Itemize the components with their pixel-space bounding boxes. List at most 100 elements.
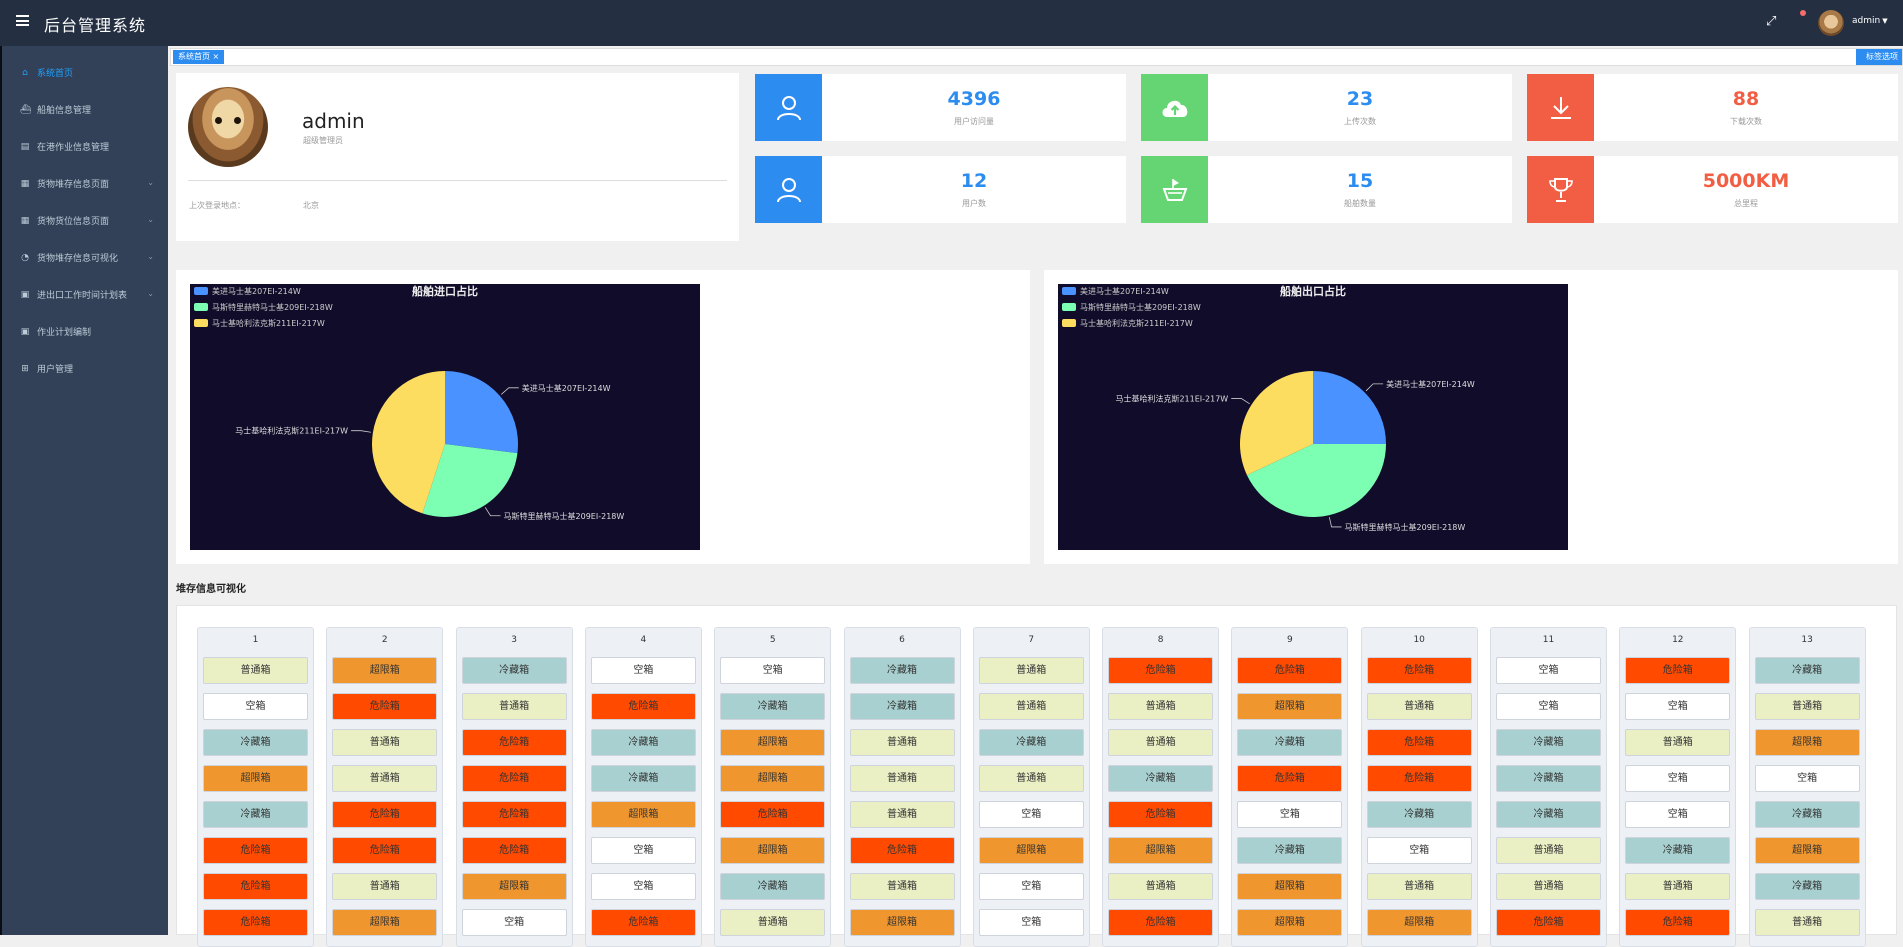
container-box[interactable]: 危险箱	[332, 693, 438, 720]
container-box[interactable]: 普通箱	[849, 801, 955, 828]
container-box[interactable]: 普通箱	[1496, 873, 1601, 900]
container-box[interactable]: 空箱	[1496, 693, 1601, 720]
user-dropdown[interactable]: admin ▼	[1852, 16, 1888, 26]
container-box[interactable]: 危险箱	[203, 909, 308, 936]
sidebar-item-users[interactable]: ⊞ 用户管理	[21, 363, 74, 376]
sidebar-item-cargo-storage[interactable]: ▦ 货物堆存信息页面 ⌄	[20, 178, 154, 190]
container-box[interactable]: 普通箱	[849, 729, 955, 756]
container-box[interactable]: 超限箱	[720, 765, 826, 792]
container-box[interactable]: 超限箱	[978, 837, 1084, 864]
menu-toggle-icon[interactable]	[16, 15, 29, 26]
container-box[interactable]: 危险箱	[1625, 909, 1731, 936]
container-box[interactable]: 冷藏箱	[1754, 873, 1860, 900]
container-box[interactable]: 超限箱	[461, 873, 567, 900]
container-box[interactable]: 超限箱	[332, 909, 438, 936]
container-box[interactable]: 普通箱	[332, 765, 438, 792]
container-box[interactable]: 空箱	[978, 801, 1084, 828]
container-box[interactable]: 危险箱	[332, 837, 438, 864]
container-box[interactable]: 普通箱	[203, 657, 308, 684]
container-box[interactable]: 危险箱	[1237, 657, 1343, 684]
tab-home[interactable]: 系统首页 ×	[173, 50, 225, 64]
container-box[interactable]: 普通箱	[461, 693, 567, 720]
container-box[interactable]: 冷藏箱	[978, 729, 1084, 756]
container-box[interactable]: 冷藏箱	[849, 657, 955, 684]
container-box[interactable]: 危险箱	[590, 693, 696, 720]
container-box[interactable]: 危险箱	[849, 837, 955, 864]
container-box[interactable]: 普通箱	[978, 693, 1084, 720]
container-box[interactable]: 空箱	[1366, 837, 1472, 864]
container-box[interactable]: 冷藏箱	[590, 729, 696, 756]
container-box[interactable]: 冷藏箱	[1754, 801, 1860, 828]
container-box[interactable]: 冷藏箱	[849, 693, 955, 720]
container-box[interactable]: 冷藏箱	[203, 729, 308, 756]
container-box[interactable]: 危险箱	[332, 801, 438, 828]
container-box[interactable]: 超限箱	[203, 765, 308, 792]
container-box[interactable]: 空箱	[1496, 657, 1601, 684]
container-box[interactable]: 超限箱	[332, 657, 438, 684]
container-box[interactable]: 危险箱	[461, 765, 567, 792]
sidebar-item-port-ops[interactable]: ▤ 在港作业信息管理	[20, 141, 110, 154]
container-box[interactable]: 危险箱	[1237, 765, 1343, 792]
container-box[interactable]: 普通箱	[1754, 693, 1860, 720]
container-box[interactable]: 普通箱	[978, 657, 1084, 684]
container-box[interactable]: 冷藏箱	[1108, 765, 1214, 792]
container-box[interactable]: 空箱	[590, 873, 696, 900]
container-box[interactable]: 超限箱	[1237, 693, 1343, 720]
container-box[interactable]: 危险箱	[1366, 765, 1472, 792]
container-box[interactable]: 危险箱	[1625, 657, 1731, 684]
container-box[interactable]: 超限箱	[1108, 837, 1214, 864]
container-box[interactable]: 超限箱	[720, 837, 826, 864]
container-box[interactable]: 普通箱	[849, 873, 955, 900]
fullscreen-icon[interactable]: ⤢	[1766, 14, 1777, 29]
container-box[interactable]: 冷藏箱	[590, 765, 696, 792]
container-box[interactable]: 超限箱	[1754, 837, 1860, 864]
container-box[interactable]: 普通箱	[978, 765, 1084, 792]
container-box[interactable]: 危险箱	[1108, 657, 1214, 684]
container-box[interactable]: 冷藏箱	[1496, 729, 1601, 756]
container-box[interactable]: 普通箱	[1108, 729, 1214, 756]
container-box[interactable]: 普通箱	[1366, 693, 1472, 720]
container-box[interactable]: 普通箱	[849, 765, 955, 792]
container-box[interactable]: 普通箱	[1496, 837, 1601, 864]
container-box[interactable]: 危险箱	[1366, 657, 1472, 684]
container-box[interactable]: 超限箱	[1237, 909, 1343, 936]
container-box[interactable]: 超限箱	[590, 801, 696, 828]
container-box[interactable]: 危险箱	[1108, 801, 1214, 828]
container-box[interactable]: 普通箱	[1625, 729, 1731, 756]
container-box[interactable]: 危险箱	[203, 837, 308, 864]
container-box[interactable]: 冷藏箱	[1237, 837, 1343, 864]
container-box[interactable]: 普通箱	[332, 729, 438, 756]
container-box[interactable]: 危险箱	[461, 801, 567, 828]
container-box[interactable]: 超限箱	[1237, 873, 1343, 900]
container-box[interactable]: 危险箱	[1496, 909, 1601, 936]
container-box[interactable]: 空箱	[1237, 801, 1343, 828]
container-box[interactable]: 冷藏箱	[1366, 801, 1472, 828]
container-box[interactable]: 空箱	[978, 873, 1084, 900]
container-box[interactable]: 空箱	[461, 909, 567, 936]
container-box[interactable]: 超限箱	[720, 729, 826, 756]
container-box[interactable]: 空箱	[590, 657, 696, 684]
container-box[interactable]: 普通箱	[1625, 873, 1731, 900]
sidebar-item-ship-info[interactable]: ⛴ 船舶信息管理	[20, 104, 92, 117]
container-box[interactable]: 空箱	[1754, 765, 1860, 792]
container-box[interactable]: 冷藏箱	[1237, 729, 1343, 756]
container-box[interactable]: 冷藏箱	[720, 693, 826, 720]
container-box[interactable]: 冷藏箱	[1754, 657, 1860, 684]
close-icon[interactable]: ×	[212, 52, 220, 61]
sidebar-item-storage-visual[interactable]: ◔ 货物堆存信息可视化 ⌄	[21, 252, 154, 264]
sidebar-item-home[interactable]: ⌂ 系统首页	[2, 54, 168, 91]
container-box[interactable]: 冷藏箱	[203, 801, 308, 828]
sidebar-item-cargo-slot[interactable]: ▦ 货物货位信息页面 ⌄	[20, 215, 154, 227]
container-box[interactable]: 冷藏箱	[1496, 801, 1601, 828]
container-box[interactable]: 普通箱	[1754, 909, 1860, 936]
container-box[interactable]: 超限箱	[849, 909, 955, 936]
container-box[interactable]: 空箱	[1625, 693, 1731, 720]
container-box[interactable]: 空箱	[203, 693, 308, 720]
notification-dot-icon[interactable]	[1800, 10, 1806, 16]
container-box[interactable]: 空箱	[720, 657, 826, 684]
container-box[interactable]: 普通箱	[332, 873, 438, 900]
container-box[interactable]: 空箱	[978, 909, 1084, 936]
container-box[interactable]: 普通箱	[1108, 873, 1214, 900]
container-box[interactable]: 空箱	[1625, 801, 1731, 828]
container-box[interactable]: 超限箱	[1366, 909, 1472, 936]
